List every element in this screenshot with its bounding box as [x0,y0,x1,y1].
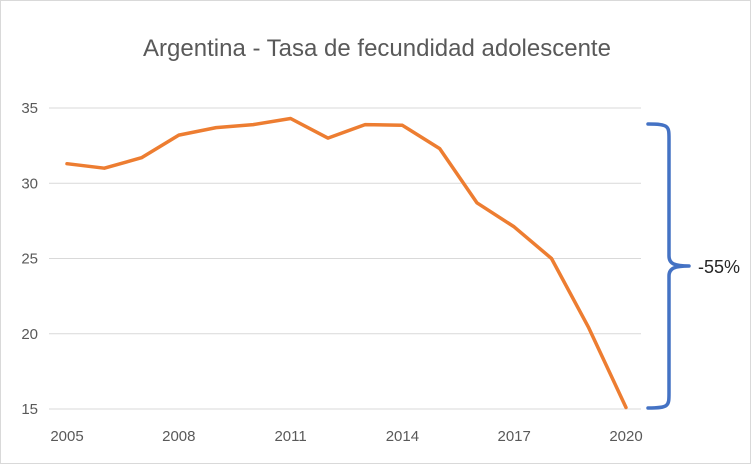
x-tick-label: 2020 [609,428,642,445]
change-annotation: -55% [648,124,740,408]
brace-bracket [648,124,689,408]
y-axis-ticks: 15 20 25 30 35 [21,100,38,418]
x-tick-label: 2011 [274,428,306,445]
x-tick-label: 2017 [498,428,531,445]
change-label: -55% [698,257,740,277]
series-line [67,119,626,408]
y-tick-label: 20 [21,326,38,343]
series-layer [67,118,626,407]
y-tick-label: 35 [21,100,38,117]
y-tick-label: 25 [21,251,38,268]
x-tick-label: 2008 [162,428,195,445]
x-tick-label: 2005 [50,428,83,445]
x-tick-label: 2014 [386,428,419,445]
y-tick-label: 30 [21,175,38,192]
y-tick-label: 15 [21,401,38,418]
x-axis-ticks: 2005 2008 2011 2014 2017 2020 [50,428,642,445]
chart-title: Argentina - Tasa de fecundidad adolescen… [143,35,611,62]
